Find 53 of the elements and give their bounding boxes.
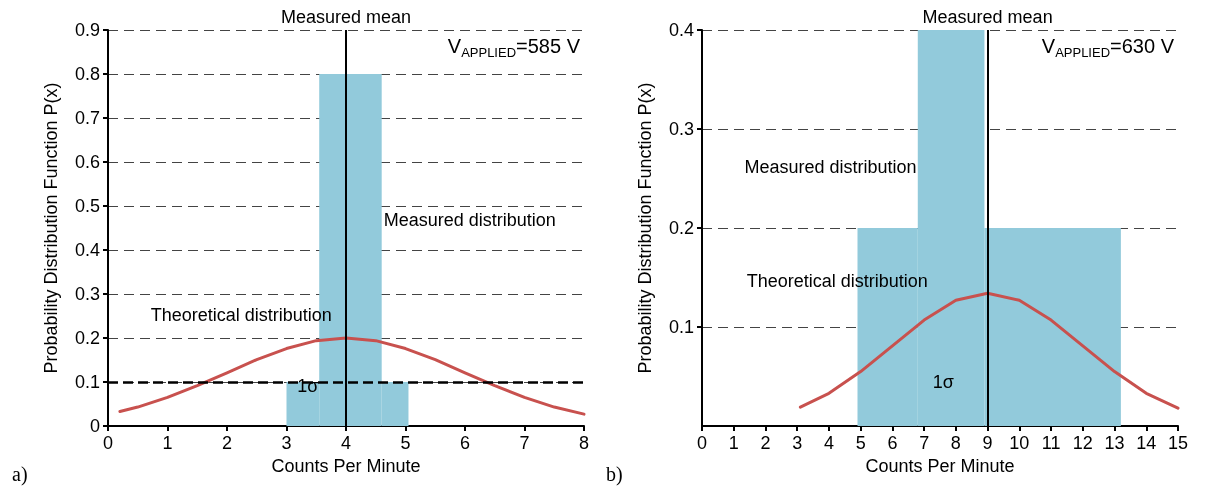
x-axis-title: Counts Per Minute — [865, 455, 1015, 476]
y-tick-label: 0.8 — [74, 64, 100, 84]
x-tick-label: 6 — [887, 433, 898, 453]
ref-line-label: Measured mean — [280, 7, 412, 27]
x-tick-label: 0 — [102, 433, 114, 453]
annotation: 1σ — [932, 372, 954, 393]
x-tick-label: 12 — [1072, 433, 1093, 453]
x-tick-label: 10 — [1009, 433, 1030, 453]
y-tick-label: 0.2 — [668, 218, 694, 238]
text: b) — [606, 463, 623, 486]
x-tick-label: 15 — [1167, 433, 1189, 453]
y-tick-label: 0.7 — [74, 108, 100, 128]
ref-line-label: Measured mean — [922, 7, 1053, 27]
x-tick-label: 4 — [823, 433, 834, 453]
y-tick-label: 0.9 — [74, 20, 100, 40]
x-tick-label: 14 — [1136, 433, 1157, 453]
x-tick-label: 8 — [950, 433, 961, 453]
x-tick-label: 1 — [728, 433, 739, 453]
y-tick-label: 0.6 — [74, 152, 100, 172]
y-tick-label: 0.1 — [74, 372, 100, 392]
x-tick-label: 2 — [221, 433, 233, 453]
x-tick-label: 3 — [792, 433, 803, 453]
x-tick-label: 2 — [760, 433, 771, 453]
y-tick-label: 0.3 — [74, 284, 100, 304]
x-tick-label: 6 — [459, 433, 471, 453]
x-tick-label: 11 — [1041, 433, 1061, 453]
y-tick-label: 0.4 — [668, 20, 694, 40]
y-tick-label: 0.5 — [74, 196, 100, 216]
y-tick-label: 0.2 — [74, 328, 100, 348]
annotation: Theoretical distribution — [746, 271, 928, 292]
x-axis-title: Counts Per Minute — [271, 455, 421, 476]
x-tick-label: 13 — [1104, 433, 1125, 453]
x-tick-label: 0 — [696, 433, 708, 453]
y-tick-label: 0.4 — [74, 240, 100, 260]
x-tick-label: 5 — [855, 433, 866, 453]
x-tick-label: 5 — [400, 433, 411, 453]
x-tick-label: 4 — [340, 433, 352, 453]
annotation: Theoretical distribution — [150, 305, 332, 326]
x-tick-label: 9 — [982, 433, 993, 453]
annotation: 1σ — [297, 376, 319, 397]
y-tick-label: 0 — [89, 416, 100, 436]
text: a) — [12, 463, 28, 486]
y-axis-title: Probability Distribution Function P(x) — [41, 82, 61, 374]
x-tick-label: 7 — [919, 433, 930, 453]
annotation: Measured distribution — [744, 156, 917, 177]
x-tick-label: 1 — [162, 433, 173, 453]
x-tick-label: 7 — [519, 433, 530, 453]
annotation: Measured distribution — [383, 210, 556, 231]
x-tick-label: 8 — [578, 433, 590, 453]
y-tick-label: 0.1 — [668, 317, 694, 337]
y-axis-title: Probability Distribution Function P(x) — [635, 82, 655, 374]
y-tick-label: 0.3 — [668, 119, 694, 139]
x-tick-label: 3 — [281, 433, 292, 453]
